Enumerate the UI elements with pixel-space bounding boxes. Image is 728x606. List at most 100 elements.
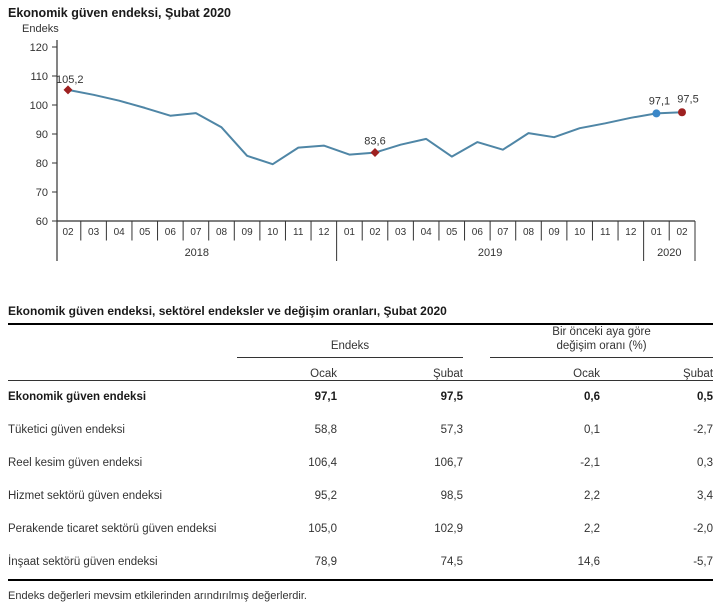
y-axis-tick-label: 60: [36, 216, 48, 228]
table-row: İnşaat sektörü güven endeksi 78,9 74,5 1…: [8, 545, 714, 581]
x-axis-month-label: 08: [216, 227, 228, 238]
x-axis-month-label: 06: [472, 227, 484, 238]
x-axis-month-label: 03: [88, 227, 100, 238]
cell-value: 97,5: [440, 391, 464, 404]
subheader-change-subat: Şubat: [600, 357, 714, 381]
cell-value: 2,2: [584, 490, 601, 503]
y-axis-tick-label: 100: [30, 100, 48, 112]
cell-value: 57,3: [440, 424, 464, 437]
y-axis-title: Endeks: [22, 23, 59, 35]
table-row: Hizmet sektörü güven endeksi 95,2 98,5 2…: [8, 480, 713, 513]
cell-value: 106,4: [308, 457, 337, 470]
x-axis-month-label: 09: [549, 227, 561, 238]
x-axis-month-label: 09: [242, 227, 254, 238]
cell-value: 102,9: [434, 523, 464, 536]
x-axis-month-label: 01: [344, 227, 356, 238]
chart-title: Ekonomik güven endeksi, Şubat 2020: [8, 6, 231, 20]
x-axis-year-label: 2019: [478, 247, 502, 259]
table-group-header-row: Endeks Bir önceki aya göre değişim oranı…: [8, 325, 714, 358]
x-axis-month-label: 05: [446, 227, 458, 238]
cell-value: 106,7: [434, 457, 464, 470]
group-header-endeks-label: Endeks: [237, 339, 464, 358]
cell-value: 2,2: [584, 523, 601, 536]
table-section: Ekonomik güven endeksi, sektörel endeksl…: [0, 304, 728, 602]
x-axis-month-label: 11: [293, 227, 304, 238]
cell-value: 78,9: [237, 545, 337, 581]
cell-value: -2,7: [693, 424, 714, 437]
y-axis-tick-label: 80: [36, 158, 48, 170]
subheader-change-ocak: Ocak: [463, 357, 601, 381]
group-header-change: Bir önceki aya göre değişim oranı (%): [463, 325, 714, 358]
indices-table: Endeks Bir önceki aya göre değişim oranı…: [8, 325, 714, 581]
row-label: Reel kesim güven endeksi: [8, 457, 143, 470]
row-label: Tüketici güven endeksi: [8, 424, 125, 437]
table-row: Tüketici güven endeksi 58,8 57,3 0,1 -2,…: [8, 414, 713, 447]
subheader-endeks-subat: Şubat: [337, 357, 464, 381]
cell-value: 0,5: [697, 391, 714, 404]
cell-value: 58,8: [314, 424, 337, 437]
x-axis-year-label: 2020: [657, 247, 681, 259]
spacer-cell: [8, 325, 237, 358]
x-axis-month-label: 10: [267, 227, 279, 238]
table-row: Reel kesim güven endeksi 106,4 106,7 -2,…: [8, 447, 713, 480]
group-header-endeks: Endeks: [237, 325, 464, 358]
table-subheader-row: Ocak Şubat Ocak Şubat: [8, 357, 714, 381]
cell-value: 98,5: [440, 490, 464, 503]
y-axis-tick-label: 70: [36, 187, 48, 199]
group-header-change-line2: değişim oranı (%): [556, 340, 647, 353]
y-axis-tick-label: 110: [30, 71, 48, 83]
x-axis-month-label: 04: [114, 227, 126, 238]
spacer-cell: [8, 357, 237, 381]
y-axis-tick-label: 90: [36, 129, 48, 141]
x-axis-month-label: 08: [523, 227, 535, 238]
row-label: İnşaat sektörü güven endeksi: [8, 545, 237, 581]
x-axis-month-label: 12: [625, 227, 637, 238]
table-footnote: Endeks değerleri mevsim etkilerinden arı…: [8, 589, 307, 602]
x-axis-month-label: 01: [651, 227, 663, 238]
x-axis-month-label: 05: [139, 227, 151, 238]
data-point-marker: [678, 108, 686, 117]
row-label: Hizmet sektörü güven endeksi: [8, 490, 163, 503]
row-label: Ekonomik güven endeksi: [8, 391, 147, 404]
cell-value: 97,1: [314, 391, 337, 404]
data-point-marker: [63, 85, 73, 95]
x-axis-month-label: 02: [62, 227, 74, 238]
cell-value: 3,4: [697, 490, 714, 503]
cell-value: -2,0: [693, 523, 714, 536]
y-axis-tick-label: 120: [30, 42, 48, 54]
cell-value: 0,1: [584, 424, 601, 437]
cell-value: 105,0: [308, 523, 337, 536]
x-axis-month-label: 06: [165, 227, 177, 238]
x-axis-month-label: 03: [395, 227, 407, 238]
data-point-marker: [370, 148, 380, 158]
x-axis-month-label: 07: [190, 227, 202, 238]
x-axis-month-label: 07: [497, 227, 509, 238]
table-row: Ekonomik güven endeksi 97,1 97,5 0,6 0,5: [8, 380, 713, 414]
x-axis-month-label: 10: [574, 227, 586, 238]
cell-value: 0,3: [697, 457, 714, 470]
x-axis-month-label: 02: [676, 227, 688, 238]
x-axis-year-label: 2018: [185, 247, 209, 259]
subheader-endeks-ocak: Ocak: [237, 357, 337, 381]
data-point-marker: [652, 109, 661, 118]
cell-value: -2,1: [580, 457, 601, 470]
data-point-label: 97,1: [649, 95, 670, 107]
chart-section: Ekonomik güven endeksi, Şubat 2020 Endek…: [0, 6, 728, 294]
x-axis-month-label: 12: [318, 227, 330, 238]
data-point-label: 83,6: [364, 136, 385, 148]
group-header-change-line1: Bir önceki aya göre: [552, 326, 651, 338]
cell-value: 95,2: [314, 490, 337, 503]
cell-value: 0,6: [584, 391, 601, 404]
table-title: Ekonomik güven endeksi, sektörel endeksl…: [8, 304, 713, 325]
data-point-label: 105,2: [56, 74, 84, 86]
cell-value: -5,7: [600, 545, 714, 581]
cell-value: 14,6: [463, 545, 601, 581]
cell-value: 74,5: [337, 545, 464, 581]
table-row: Perakende ticaret sektörü güven endeksi …: [8, 513, 713, 546]
x-axis-month-label: 11: [600, 227, 611, 238]
group-header-change-label: Bir önceki aya göre değişim oranı (%): [490, 325, 714, 358]
x-axis-month-label: 04: [421, 227, 433, 238]
x-axis-month-label: 02: [369, 227, 381, 238]
row-label: Perakende ticaret sektörü güven endeksi: [8, 523, 217, 536]
